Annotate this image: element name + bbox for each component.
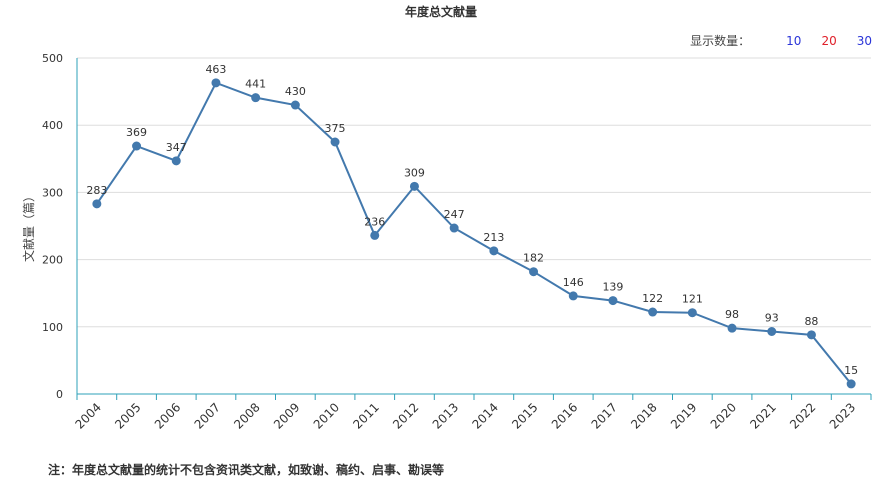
data-point (370, 230, 380, 240)
data-point (171, 156, 181, 166)
data-label: 146 (563, 276, 584, 289)
data-label: 236 (364, 215, 385, 228)
chart-title: 年度总文献量 (404, 5, 477, 19)
data-point (529, 267, 539, 277)
y-tick-label: 100 (42, 321, 63, 334)
display-count-option-30[interactable]: 30 (856, 33, 872, 48)
display-count-switcher: 显示数量： 10 20 30 (690, 32, 872, 49)
x-tick-label: 2012 (390, 400, 421, 431)
data-label: 213 (483, 231, 504, 244)
data-label: 247 (444, 208, 465, 221)
x-tick-label: 2008 (231, 400, 262, 431)
x-tick-label: 2023 (827, 400, 858, 431)
x-tick-label: 2020 (708, 400, 739, 431)
display-count-label: 显示数量： (690, 34, 751, 48)
data-point (132, 141, 142, 151)
y-tick-label: 0 (56, 388, 63, 401)
data-point (449, 223, 459, 233)
data-point (489, 246, 499, 256)
data-label: 441 (245, 78, 266, 91)
data-label: 122 (642, 292, 663, 305)
y-tick-label: 200 (42, 254, 63, 267)
y-axis-title: 文献量（篇） (21, 190, 36, 262)
x-tick-label: 2004 (72, 400, 103, 431)
x-tick-label: 2006 (152, 400, 183, 431)
x-tick-label: 2017 (589, 400, 620, 431)
x-tick-label: 2007 (192, 400, 223, 431)
display-count-option-20[interactable]: 20 (821, 33, 837, 48)
data-point (251, 93, 261, 103)
data-label: 98 (725, 308, 739, 321)
data-label: 121 (682, 293, 703, 306)
x-tick-label: 2013 (430, 400, 461, 431)
data-point (330, 137, 340, 147)
x-tick-label: 2015 (509, 400, 540, 431)
y-tick-label: 500 (42, 52, 63, 65)
data-point (409, 181, 419, 191)
data-point (727, 323, 737, 333)
data-point (767, 327, 777, 337)
x-tick-label: 2009 (271, 400, 302, 431)
data-label: 15 (844, 364, 858, 377)
x-tick-label: 2014 (469, 400, 500, 431)
x-tick-label: 2005 (112, 400, 143, 431)
data-point (608, 296, 618, 306)
data-point (92, 199, 102, 209)
data-label: 139 (602, 281, 623, 294)
series-line (96, 81, 852, 385)
data-point (290, 100, 300, 110)
data-point (846, 379, 856, 389)
y-tick-label: 300 (42, 186, 63, 199)
data-point (687, 308, 697, 318)
data-label: 463 (205, 63, 226, 76)
data-label: 283 (86, 184, 107, 197)
data-point (806, 330, 816, 340)
data-label: 375 (325, 122, 346, 135)
x-tick-label: 2016 (549, 400, 580, 431)
data-label: 93 (765, 312, 779, 325)
x-tick-label: 2019 (668, 400, 699, 431)
x-tick-label: 2011 (350, 400, 381, 431)
y-tick-label: 400 (42, 119, 63, 132)
x-tick-label: 2018 (628, 400, 659, 431)
display-count-option-10[interactable]: 10 (786, 33, 802, 48)
x-tick-label: 2022 (787, 400, 818, 431)
data-point (568, 291, 578, 301)
data-label: 88 (804, 315, 818, 328)
x-tick-label: 2010 (311, 400, 342, 431)
data-label: 369 (126, 126, 147, 139)
data-label: 347 (166, 141, 187, 154)
data-point (211, 78, 221, 88)
data-label: 309 (404, 166, 425, 179)
data-label: 430 (285, 85, 306, 98)
x-tick-label: 2021 (747, 400, 778, 431)
data-point (648, 307, 658, 317)
footnote: 注：年度总文献量的统计不包含资讯类文献，如致谢、稿约、启事、勘误等 (48, 463, 445, 477)
data-label: 182 (523, 252, 544, 265)
